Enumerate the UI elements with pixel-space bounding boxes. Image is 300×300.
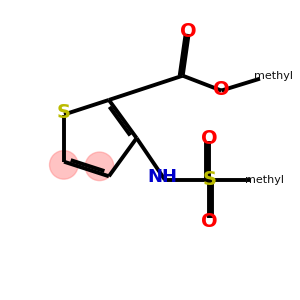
Text: O: O <box>201 212 218 231</box>
Text: O: O <box>213 80 230 99</box>
Circle shape <box>85 152 114 181</box>
Text: methyl: methyl <box>245 175 284 185</box>
Text: NH: NH <box>147 168 177 186</box>
Text: O: O <box>180 22 197 41</box>
Text: S: S <box>57 103 71 122</box>
Circle shape <box>50 151 78 179</box>
Text: S: S <box>202 170 216 189</box>
Text: O: O <box>201 129 218 148</box>
Text: methyl: methyl <box>254 71 293 81</box>
